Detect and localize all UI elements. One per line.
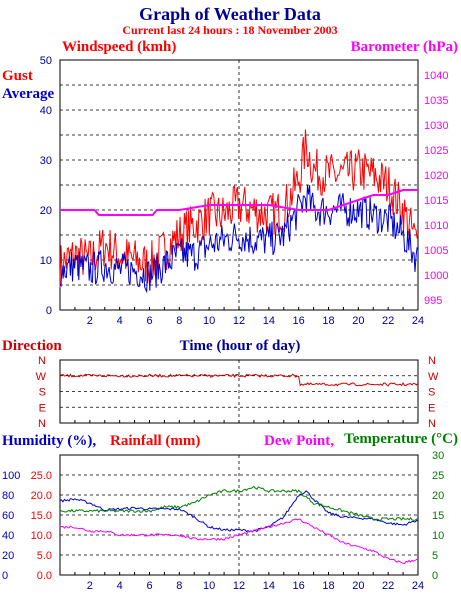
time-tick-label-bottom: 6 — [146, 580, 152, 592]
wind-tick-label: 20 — [40, 205, 52, 217]
humidity-tick-label: 80 — [2, 490, 14, 502]
barometer-tick-label: 1020 — [424, 170, 448, 182]
direction-tick-label-right: N — [428, 418, 436, 430]
time-tick-label-bottom: 18 — [322, 580, 334, 592]
time-tick-label-bottom: 14 — [263, 580, 275, 592]
temperature-line — [59, 485, 419, 521]
barometer-tick-label: 1015 — [424, 195, 448, 207]
time-tick-label: 18 — [322, 315, 334, 327]
direction-tick-label: W — [36, 371, 47, 383]
chart-subtitle: Current last 24 hours : 18 November 2003 — [122, 23, 337, 37]
humidity-tick-label: 60 — [2, 510, 14, 522]
temperature-tick-label: 20 — [432, 490, 444, 502]
time-tick-label: 6 — [146, 315, 152, 327]
wind-tick-label: 40 — [40, 105, 52, 117]
time-axis-label: Time (hour of day) — [180, 338, 301, 354]
humidity-tick-label: 20 — [2, 550, 14, 562]
barometer-tick-label: 1005 — [424, 245, 448, 257]
time-tick-label: 14 — [263, 315, 275, 327]
dewpoint-label: Dew Point, — [264, 433, 334, 449]
direction-tick-label-right: S — [428, 387, 435, 399]
humidity-tick-label: 100 — [2, 470, 20, 482]
barometer-tick-label: 1000 — [424, 270, 448, 282]
direction-tick-label: N — [38, 355, 46, 367]
rainfall-tick-label: 20.0 — [31, 490, 52, 502]
barometer-label: Barometer (hPa) — [351, 39, 458, 55]
humidity-label: Humidity (%), — [2, 433, 96, 449]
rainfall-label: Rainfall (mm) — [110, 433, 200, 449]
time-tick-label: 20 — [352, 315, 364, 327]
average-line — [59, 184, 418, 294]
time-tick-label: 4 — [117, 315, 123, 327]
gust-label: Gust — [2, 68, 33, 84]
chart-title: Graph of Weather Data — [139, 4, 321, 24]
time-tick-label-bottom: 12 — [233, 580, 245, 592]
humidity-tick-label: 0 — [2, 570, 8, 582]
temperature-tick-label: 30 — [432, 450, 444, 462]
wind-tick-label: 50 — [40, 55, 52, 67]
wind-tick-label: 0 — [46, 305, 52, 317]
dewpoint-line — [59, 518, 419, 564]
temperature-tick-label: 25 — [432, 470, 444, 482]
time-tick-label-bottom: 4 — [117, 580, 123, 592]
temperature-tick-label: 15 — [432, 510, 444, 522]
wind-tick-label: 10 — [40, 255, 52, 267]
direction-tick-label-right: E — [428, 402, 435, 414]
temperature-tick-label: 10 — [432, 530, 444, 542]
direction-tick-label: S — [39, 387, 46, 399]
time-tick-label-bottom: 20 — [352, 580, 364, 592]
barometer-tick-label: 1040 — [424, 70, 448, 82]
gust-line — [59, 129, 418, 288]
time-tick-label: 2 — [87, 315, 93, 327]
barometer-tick-label: 1010 — [424, 220, 448, 232]
time-tick-label: 24 — [412, 315, 424, 327]
temperature-tick-label: 0 — [432, 570, 438, 582]
barometer-tick-label: 1030 — [424, 120, 448, 132]
temperature-label: Temperature (°C) — [344, 431, 458, 447]
time-tick-label-bottom: 22 — [382, 580, 394, 592]
wind-tick-label: 30 — [40, 155, 52, 167]
rainfall-tick-label: 10.0 — [31, 530, 52, 542]
time-tick-label: 10 — [203, 315, 215, 327]
time-tick-label-bottom: 8 — [176, 580, 182, 592]
direction-tick-label-right: N — [428, 355, 436, 367]
direction-tick-label: N — [38, 418, 46, 430]
barometer-tick-label: 1035 — [424, 95, 448, 107]
time-tick-label: 12 — [233, 315, 245, 327]
barometer-line — [60, 189, 418, 216]
time-tick-label-bottom: 10 — [203, 580, 215, 592]
average-label: Average — [2, 86, 55, 102]
time-tick-label-bottom: 2 — [87, 580, 93, 592]
humidity-tick-label: 40 — [2, 530, 14, 542]
rainfall-tick-label: 5.0 — [37, 550, 52, 562]
temperature-tick-label: 5 — [432, 550, 438, 562]
rainfall-tick-label: 25.0 — [31, 470, 52, 482]
time-tick-label: 22 — [382, 315, 394, 327]
barometer-tick-label: 995 — [424, 295, 442, 307]
direction-label: Direction — [2, 338, 62, 354]
direction-line — [59, 373, 419, 387]
time-tick-label: 16 — [293, 315, 305, 327]
windspeed-label: Windspeed (kmh) — [62, 39, 176, 55]
time-tick-label: 8 — [176, 315, 182, 327]
barometer-tick-label: 1025 — [424, 145, 448, 157]
direction-tick-label-right: W — [428, 371, 439, 383]
rainfall-tick-label: 0.0 — [37, 570, 52, 582]
time-tick-label-bottom: 24 — [412, 580, 424, 592]
time-tick-label-bottom: 16 — [293, 580, 305, 592]
rainfall-tick-label: 15.0 — [31, 510, 52, 522]
direction-tick-label: E — [39, 402, 46, 414]
